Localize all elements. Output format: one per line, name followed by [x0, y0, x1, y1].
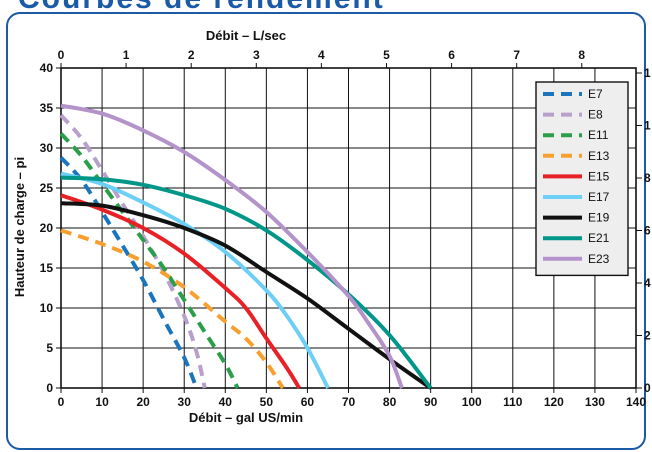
y-tick-label: 0 — [46, 381, 53, 395]
y-tick-label: 10 — [40, 301, 54, 315]
legend-label-e21: E21 — [588, 231, 610, 245]
legend-label-e13: E13 — [588, 149, 610, 163]
legend-label-e19: E19 — [588, 211, 610, 225]
series-line-e13 — [60, 228, 285, 390]
y2-tick-label: 2 — [644, 328, 651, 342]
x-tick-label: 80 — [383, 395, 397, 409]
series-line-e8 — [59, 113, 207, 389]
x-tick-label: 40 — [219, 395, 233, 409]
series-line-e11 — [59, 132, 240, 389]
y-tick-label: 35 — [40, 101, 54, 115]
x-tick-label: 0 — [58, 395, 65, 409]
y2-tick-label: 1 — [644, 66, 651, 80]
series-line-e19 — [60, 201, 432, 390]
x-tick-label: 90 — [424, 395, 438, 409]
y2-tick-label: 8 — [644, 171, 651, 185]
x-tick-label: 140 — [626, 395, 646, 409]
x2-tick-label: 8 — [578, 48, 585, 62]
x2-tick-label: 5 — [383, 48, 390, 62]
legend-label-e15: E15 — [588, 169, 610, 183]
x-axis-title: Débit – gal US/min — [189, 410, 303, 425]
x2-tick-label: 6 — [448, 48, 455, 62]
x2-tick-label: 0 — [58, 48, 65, 62]
x-tick-label: 120 — [544, 395, 564, 409]
y-tick-label: 40 — [40, 61, 54, 75]
x-tick-label: 20 — [136, 395, 150, 409]
series-line-e17 — [60, 171, 330, 389]
y2-tick-label: 4 — [644, 276, 651, 290]
y2-tick-label: 0 — [644, 381, 651, 395]
series-line-e15 — [60, 193, 301, 390]
legend-label-e17: E17 — [588, 190, 610, 204]
y-tick-label: 5 — [46, 341, 53, 355]
y2-tick-label: 6 — [644, 223, 651, 237]
legend-label-e11: E11 — [588, 128, 609, 142]
y-tick-label: 25 — [40, 181, 54, 195]
y-tick-label: 15 — [40, 261, 54, 275]
x-tick-label: 130 — [585, 395, 605, 409]
y-tick-label: 20 — [40, 221, 54, 235]
legend-box — [535, 81, 629, 277]
x-tick-label: 10 — [95, 395, 109, 409]
x-tick-label: 70 — [342, 395, 356, 409]
x2-tick-label: 7 — [513, 48, 520, 62]
y-axis-title: Hauteur de charge – pi — [12, 157, 27, 297]
legend-label-e7: E7 — [588, 87, 603, 101]
curve-series — [59, 103, 433, 390]
x2-tick-label: 2 — [188, 48, 195, 62]
x-tick-label: 30 — [178, 395, 192, 409]
x2-tick-label: 1 — [123, 48, 130, 62]
x2-tick-label: 3 — [253, 48, 260, 62]
x2-tick-label: 4 — [318, 48, 325, 62]
series-line-e21 — [60, 175, 433, 390]
clipped-heading: Courbes de rendement — [0, 0, 652, 10]
x-tick-label: 110 — [503, 395, 523, 409]
y2-tick-label: 1 — [644, 118, 651, 132]
legend-label-e23: E23 — [588, 252, 610, 266]
series-line-e23 — [60, 103, 404, 389]
y-tick-label: 30 — [40, 141, 54, 155]
legend-label-e8: E8 — [588, 108, 603, 122]
legend: E7 E8 E11 E13 E15 E17 E19 E21 E23 — [535, 81, 629, 277]
x2-axis-title: Débit – L/sec — [206, 28, 286, 43]
clipped-heading-text: Courbes de rendement — [18, 0, 385, 10]
x-tick-label: 60 — [301, 395, 315, 409]
x-tick-label: 100 — [462, 395, 482, 409]
series-line-e7 — [59, 156, 199, 389]
x-tick-label: 50 — [260, 395, 274, 409]
axes: 0 10 20 30 40 50 60 70 80 90 100 110 120 130 140051015… — [40, 48, 651, 409]
